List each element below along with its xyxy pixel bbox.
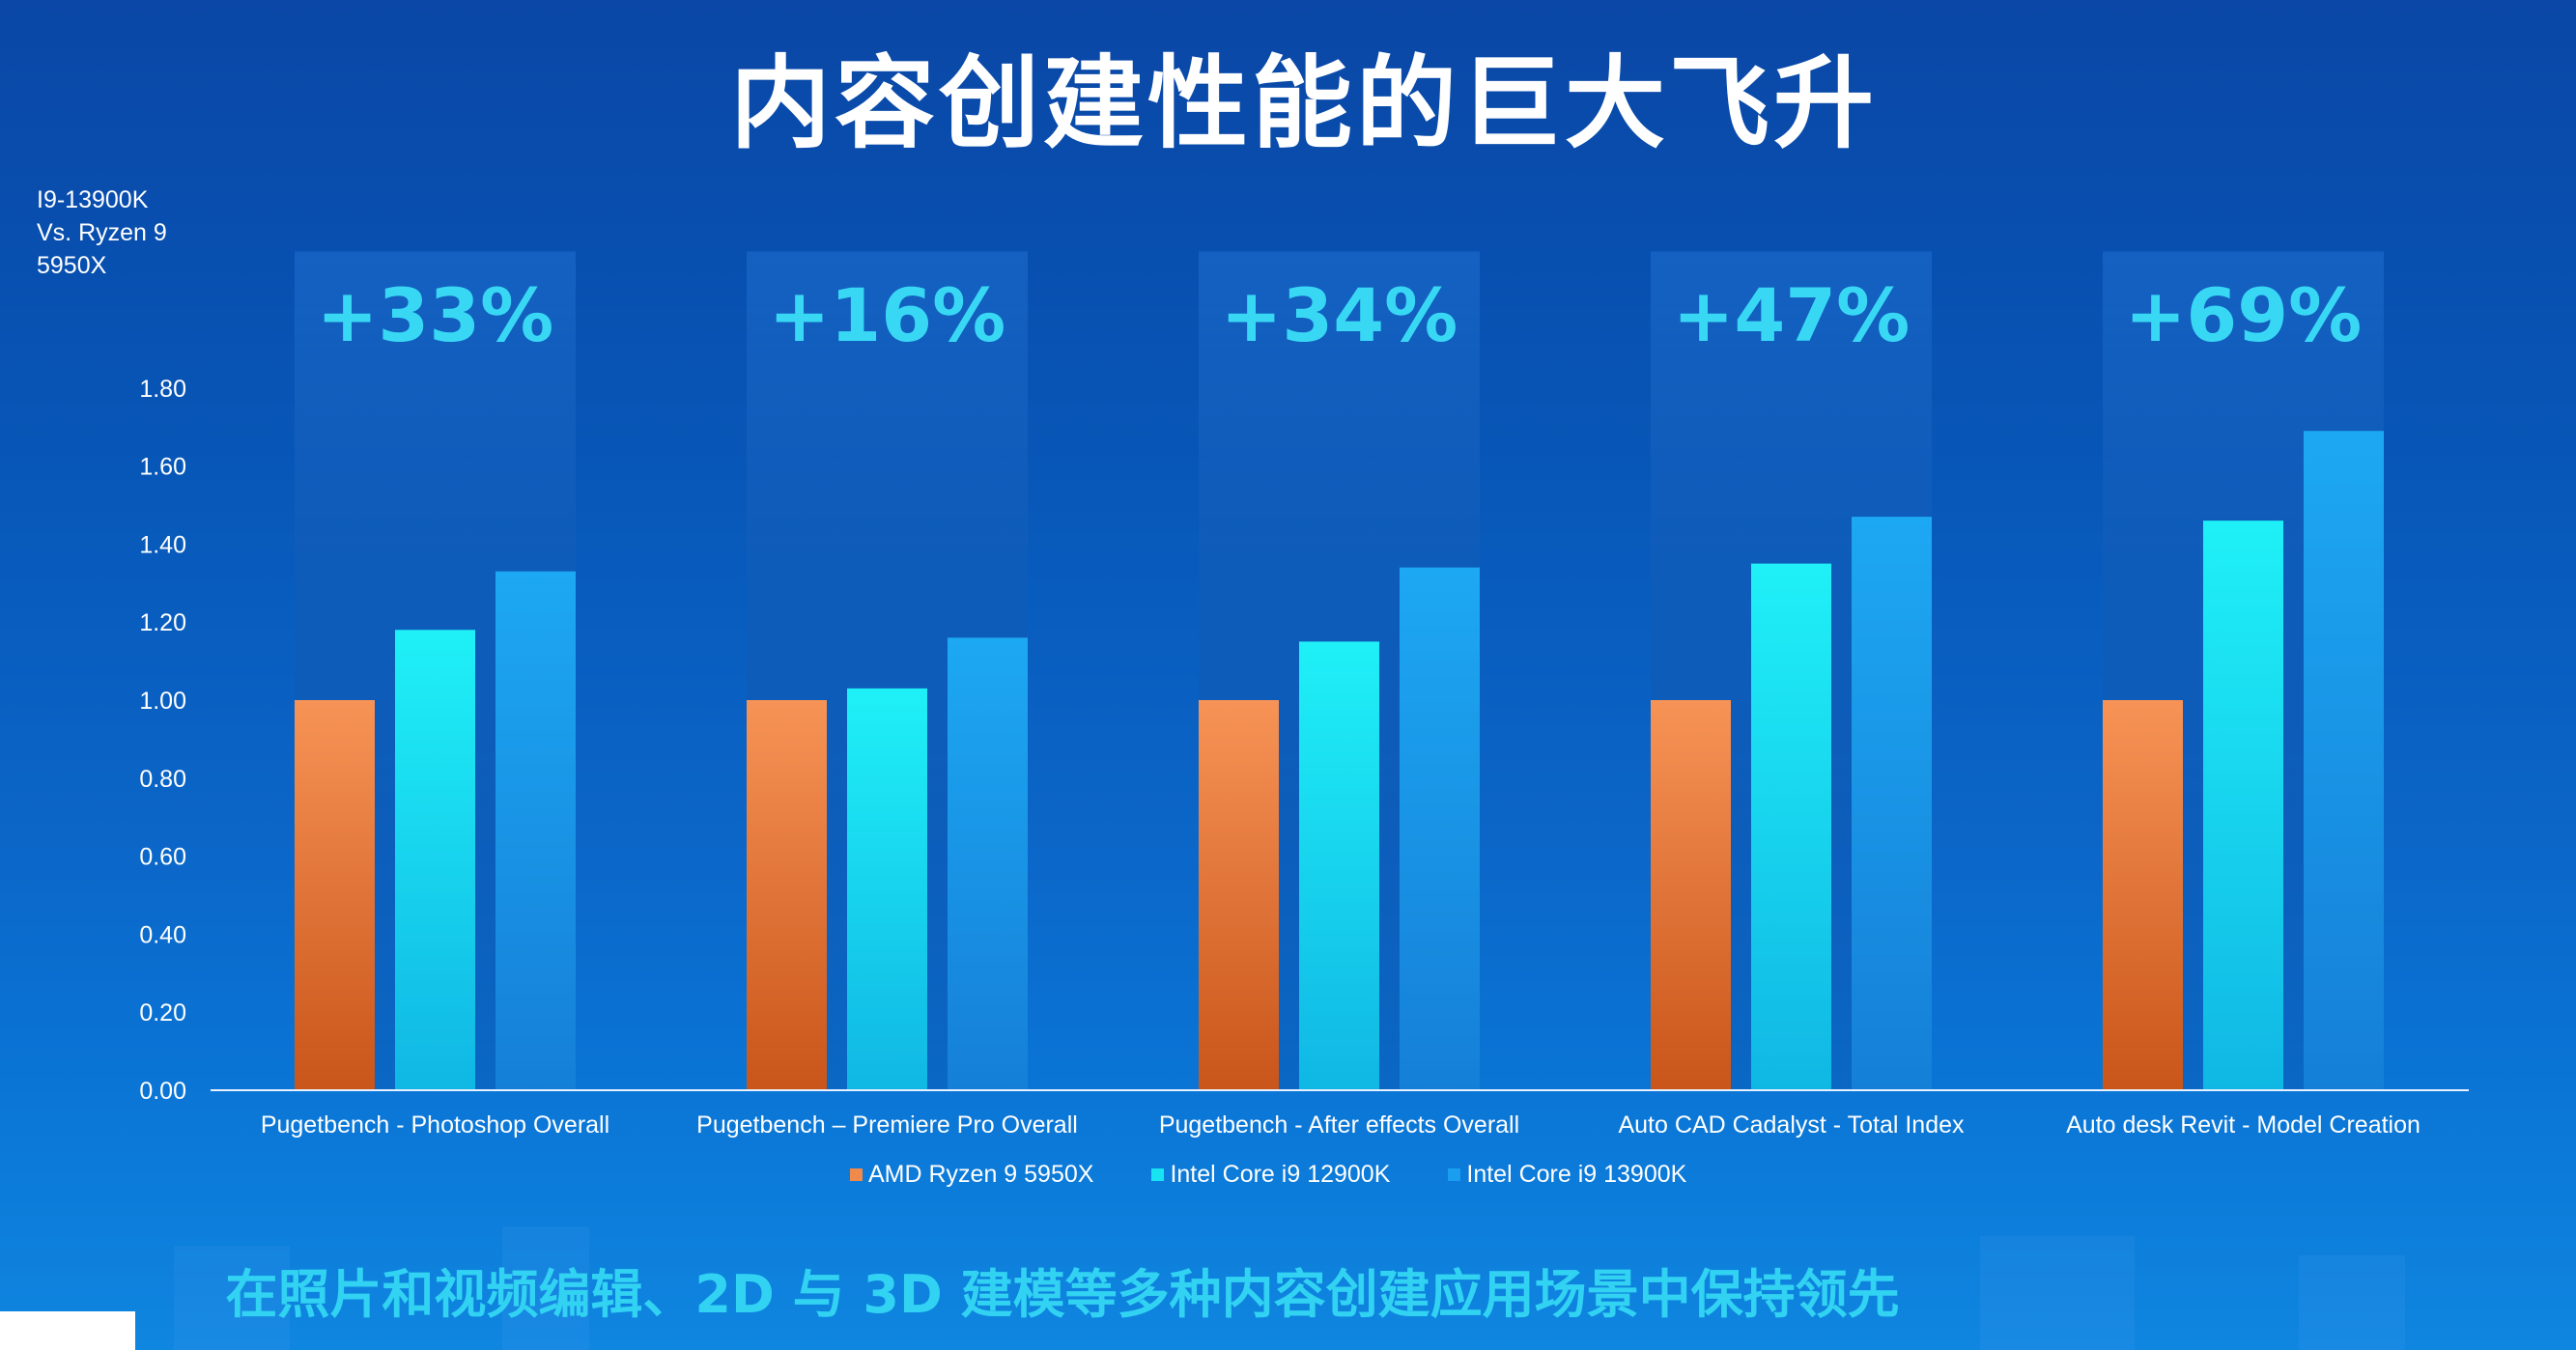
y-tick-label: 1.40 [139, 531, 186, 558]
category-label: Pugetbench - After effects Overall [1159, 1111, 1519, 1139]
legend-item: Intel Core i9 13900K [1448, 1161, 1686, 1189]
bar-12900k [2203, 520, 2283, 1090]
y-tick-label: 1.20 [139, 609, 186, 636]
background-decoration [174, 1246, 290, 1350]
legend-item: AMD Ryzen 9 5950X [850, 1161, 1093, 1189]
bar-13900k [948, 637, 1028, 1090]
legend-swatch-amd [850, 1168, 863, 1181]
y-tick-label: 0.00 [139, 1078, 186, 1105]
legend-label: AMD Ryzen 9 5950X [868, 1161, 1094, 1188]
y-axis-title: I9-13900K Vs. Ryzen 9 5950X [37, 183, 167, 282]
gain-annotation: +33% [317, 272, 554, 358]
legend-swatch-13900k [1448, 1168, 1461, 1181]
bar-12900k [1751, 563, 1831, 1090]
chart-legend: AMD Ryzen 9 5950X Intel Core i9 12900K I… [850, 1161, 1686, 1189]
y-tick-label: 1.60 [139, 454, 186, 481]
y-tick-label: 0.40 [139, 921, 186, 948]
bar-amd [747, 700, 827, 1090]
y-axis-title-line: I9-13900K [37, 186, 149, 213]
bottom-caption: 在照片和视频编辑、2D 与 3D 建模等多种内容创建应用场景中保持领先 [225, 1264, 1900, 1325]
background-decoration [502, 1226, 589, 1350]
y-axis-title-line: 5950X [37, 252, 107, 279]
gain-annotation: +69% [2125, 272, 2363, 358]
corner-box [0, 1311, 135, 1350]
bar-13900k [2304, 431, 2384, 1090]
y-axis-title-line: Vs. Ryzen 9 [37, 219, 167, 246]
category-label: Pugetbench – Premiere Pro Overall [696, 1111, 1078, 1139]
legend-label: Intel Core i9 13900K [1466, 1161, 1687, 1188]
category-label: Auto desk Revit - Model Creation [2066, 1111, 2420, 1139]
category-label: Pugetbench - Photoshop Overall [261, 1111, 609, 1139]
y-tick-label: 0.60 [139, 844, 186, 871]
bar-12900k [1299, 641, 1379, 1090]
gain-annotation: +47% [1673, 272, 1911, 358]
y-tick-label: 0.20 [139, 999, 186, 1027]
legend-swatch-12900k [1151, 1168, 1165, 1181]
bar-amd [2103, 700, 2183, 1090]
bar-12900k [847, 688, 927, 1090]
category-label: Auto CAD Cadalyst - Total Index [1618, 1111, 1965, 1139]
bar-13900k [1852, 517, 1932, 1090]
y-tick-label: 1.80 [139, 376, 186, 403]
gain-annotation: +16% [769, 272, 1006, 358]
y-tick-label: 1.00 [139, 688, 186, 715]
bar-13900k [495, 571, 576, 1090]
background-decoration [1980, 1236, 2135, 1350]
slide-title: 内容创建性能的巨大飞升 [729, 44, 1878, 162]
legend-item: Intel Core i9 12900K [1151, 1161, 1390, 1189]
y-tick-label: 0.80 [139, 766, 186, 793]
bar-13900k [1400, 567, 1480, 1090]
legend-label: Intel Core i9 12900K [1170, 1161, 1391, 1188]
background-decoration [2299, 1255, 2405, 1350]
gain-annotation: +34% [1221, 272, 1458, 358]
bar-amd [1651, 700, 1731, 1090]
bar-12900k [395, 630, 475, 1090]
bar-amd [295, 700, 375, 1090]
bar-amd [1199, 700, 1279, 1090]
